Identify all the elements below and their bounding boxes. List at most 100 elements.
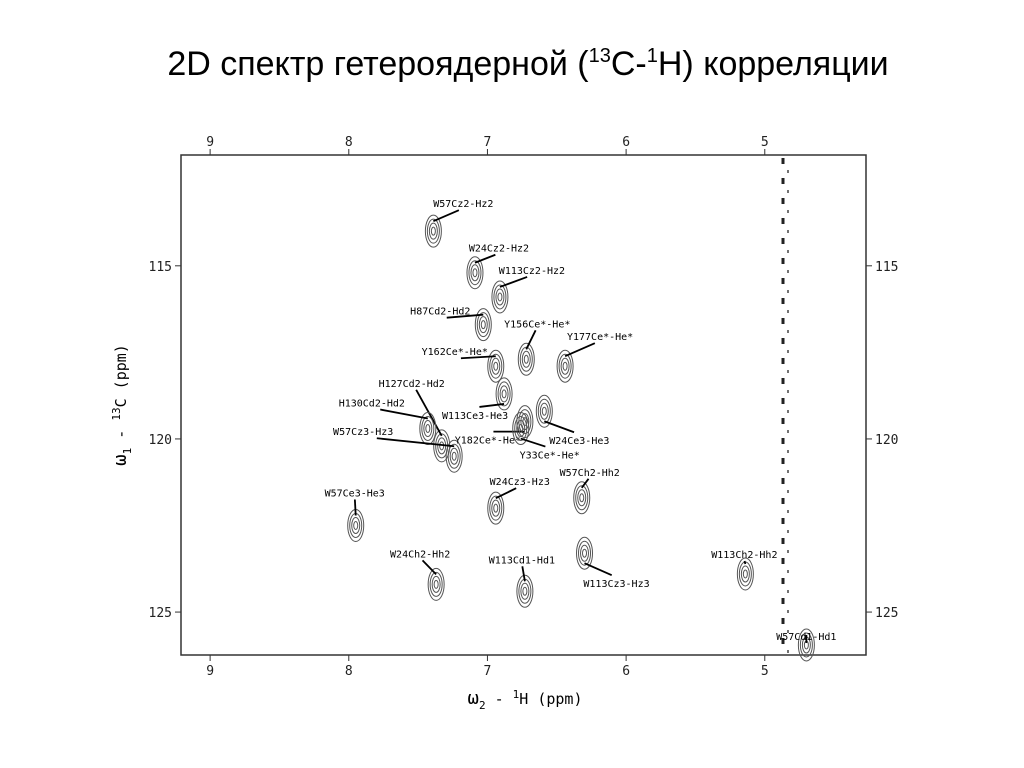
- peak-label: H130Cd2-Hd2: [339, 399, 405, 410]
- label-sub: 1: [121, 448, 134, 455]
- contour: [423, 420, 433, 438]
- contour: [518, 424, 524, 434]
- peak-label: Y33Ce*-He*: [520, 451, 580, 462]
- contour: [424, 214, 442, 248]
- peak-label: W57Ch2-Hh2: [560, 468, 620, 479]
- contour: [493, 361, 499, 371]
- contour: [426, 218, 440, 244]
- peak-label: W24Ch2-Hh2: [390, 549, 450, 560]
- contour: [430, 226, 436, 236]
- title-sup: 13: [589, 45, 611, 67]
- contour: [516, 574, 534, 608]
- y-tick-label: 115: [149, 260, 172, 275]
- contour: [353, 520, 359, 530]
- contour: [514, 416, 528, 442]
- leader-line: [446, 313, 484, 319]
- x-tick-label: 5: [761, 135, 769, 150]
- contour: [431, 575, 441, 593]
- leader-line: [499, 276, 528, 288]
- leader-line: [584, 562, 613, 577]
- contour: [736, 557, 754, 591]
- peak-label: Y156Ce*-He*: [504, 319, 570, 330]
- x-tick-label: 8: [345, 664, 353, 679]
- leader-line: [495, 487, 517, 499]
- slide-title: 2D спектр гетероядерной (13C-1H) корреля…: [167, 45, 888, 83]
- peak: [495, 377, 513, 411]
- peak-label: W113Ch2-Hh2: [711, 550, 777, 561]
- peak: [491, 280, 509, 314]
- contour: [493, 503, 499, 513]
- peak: [512, 412, 530, 446]
- y-tick-label: 115: [875, 260, 898, 275]
- contour: [487, 349, 505, 383]
- contour: [578, 540, 592, 566]
- peak: [535, 394, 553, 428]
- contour: [447, 443, 461, 469]
- contour: [429, 571, 443, 597]
- contour: [449, 447, 459, 465]
- contour: [577, 489, 587, 507]
- contour: [472, 268, 478, 278]
- contour: [558, 353, 572, 379]
- contour: [491, 357, 501, 375]
- contour: [576, 536, 594, 570]
- contour: [466, 256, 484, 290]
- leader-line: [543, 420, 575, 434]
- contour: [520, 582, 530, 600]
- peak-label: Y177Ce*-He*: [567, 332, 633, 343]
- peak: [556, 349, 574, 383]
- contour: [521, 350, 531, 368]
- peak-label: Y182Ce*-He*: [455, 436, 521, 447]
- title-part: 2D спектр гетероядерной (: [167, 45, 589, 83]
- leader-line: [581, 478, 590, 489]
- contour: [445, 439, 463, 473]
- label-sup: 13: [110, 407, 123, 420]
- leader-line: [460, 355, 496, 360]
- contour: [487, 491, 505, 525]
- peak-label: W113Cz3-Hz3: [583, 579, 649, 590]
- leader-line: [521, 566, 526, 582]
- contour: [427, 567, 445, 601]
- contour: [580, 544, 590, 562]
- contour: [493, 284, 507, 310]
- peak-label: W24Cz2-Hz2: [469, 244, 529, 255]
- peak: [487, 491, 505, 525]
- leader-line: [421, 559, 437, 575]
- peak-label: W113Ce3-He3: [442, 411, 508, 422]
- contour: [517, 342, 535, 376]
- contour: [579, 493, 585, 503]
- contour: [537, 398, 551, 424]
- leader-line: [474, 253, 496, 264]
- peak: [427, 567, 445, 601]
- label-part: C (ppm): [112, 344, 130, 407]
- peak: [424, 214, 442, 248]
- peak-label: W113Cd1-Hd1: [489, 555, 555, 566]
- label-part: -: [112, 421, 130, 448]
- x-tick-label: 8: [345, 135, 353, 150]
- x-tick-label: 5: [761, 664, 769, 679]
- peak-label: W57Cd1-Hd1: [776, 632, 836, 643]
- contour: [489, 353, 503, 379]
- x-tick-label: 7: [484, 664, 492, 679]
- label-sub: 2: [479, 699, 486, 712]
- x-tick-label: 7: [484, 135, 492, 150]
- contour: [541, 406, 547, 416]
- leader-line: [564, 342, 596, 358]
- contour: [478, 316, 488, 334]
- contour: [351, 516, 361, 534]
- y-tick-label: 125: [149, 606, 172, 621]
- peak-label: Y162Ce*-He*: [422, 347, 488, 358]
- label-part: ω: [467, 687, 478, 709]
- contour: [476, 312, 490, 338]
- contour: [491, 499, 501, 517]
- contour: [512, 412, 530, 446]
- contour: [516, 420, 526, 438]
- contour: [419, 412, 437, 446]
- title-sup: 1: [647, 45, 658, 67]
- leader-line: [743, 560, 747, 565]
- contour: [797, 628, 815, 662]
- x-tick-label: 6: [622, 664, 630, 679]
- contour: [499, 385, 509, 403]
- label-part: H (ppm): [519, 690, 582, 708]
